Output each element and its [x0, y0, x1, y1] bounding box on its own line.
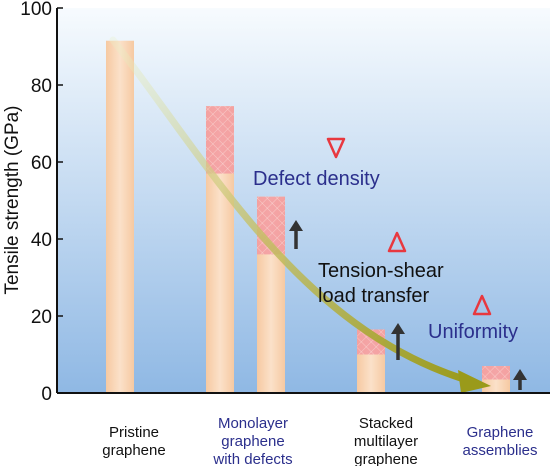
category-label-2-line-2: graphene — [354, 451, 417, 466]
y-tick-label-0: 0 — [41, 384, 52, 405]
axes-group: 0 20 40 60 80 100 — [20, 0, 550, 405]
bar-range-4 — [482, 366, 510, 380]
category-label-3-line-0: Graphene — [467, 424, 534, 441]
up-arrow-uniformity-head — [513, 369, 527, 380]
category-label-0: Pristine graphene — [102, 424, 165, 459]
y-tick-label-100: 100 — [20, 0, 52, 20]
y-tick-label-80: 80 — [31, 76, 52, 97]
category-label-2-line-1: multilayer — [354, 433, 418, 450]
category-label-1-line-1: graphene — [221, 433, 284, 450]
trend-arrow-head — [458, 370, 491, 393]
annotation-0: Defect density — [253, 168, 380, 190]
category-label-3-line-1: assemblies — [462, 442, 537, 459]
category-label-2-line-0: Stacked — [359, 415, 413, 432]
annotation-2: load transfer — [318, 285, 430, 307]
category-label-1: Monolayer graphene with defects — [212, 415, 292, 466]
annotations-group: Defect density Tension-shear load transfer… — [253, 137, 527, 390]
up-arrow-defect-head — [289, 220, 303, 231]
marker-uniformity — [472, 294, 492, 316]
trend-arrow-line — [109, 36, 474, 385]
y-tick-label-20: 20 — [31, 307, 52, 328]
bar-range-1 — [206, 106, 234, 174]
category-label-1-line-2: with defects — [212, 451, 292, 466]
up-arrow-load-transfer — [391, 323, 405, 360]
bars-group — [106, 40, 510, 394]
category-label-0-line-1: graphene — [102, 442, 165, 459]
category-label-0-line-0: Pristine — [109, 424, 159, 441]
annotation-3: Uniformity — [428, 321, 518, 343]
up-arrow-load-transfer-head — [391, 323, 405, 334]
up-arrow-defect — [289, 220, 303, 249]
y-tick-label-40: 40 — [31, 230, 52, 251]
y-tick-label-60: 60 — [31, 153, 52, 174]
category-label-3: Graphene assemblies — [462, 424, 537, 459]
y-axis-label: Tensile strength (GPa) — [2, 105, 23, 294]
bar-0 — [106, 40, 134, 393]
marker-defect-density — [326, 137, 346, 159]
annotation-1: Tension-shear — [318, 260, 444, 282]
up-arrow-uniformity — [513, 369, 527, 390]
category-label-2: Stacked multilayer graphene — [354, 415, 418, 466]
trend-arrow-group — [109, 36, 491, 393]
marker-tension-shear — [387, 231, 407, 253]
category-label-1-line-0: Monolayer — [218, 415, 288, 432]
